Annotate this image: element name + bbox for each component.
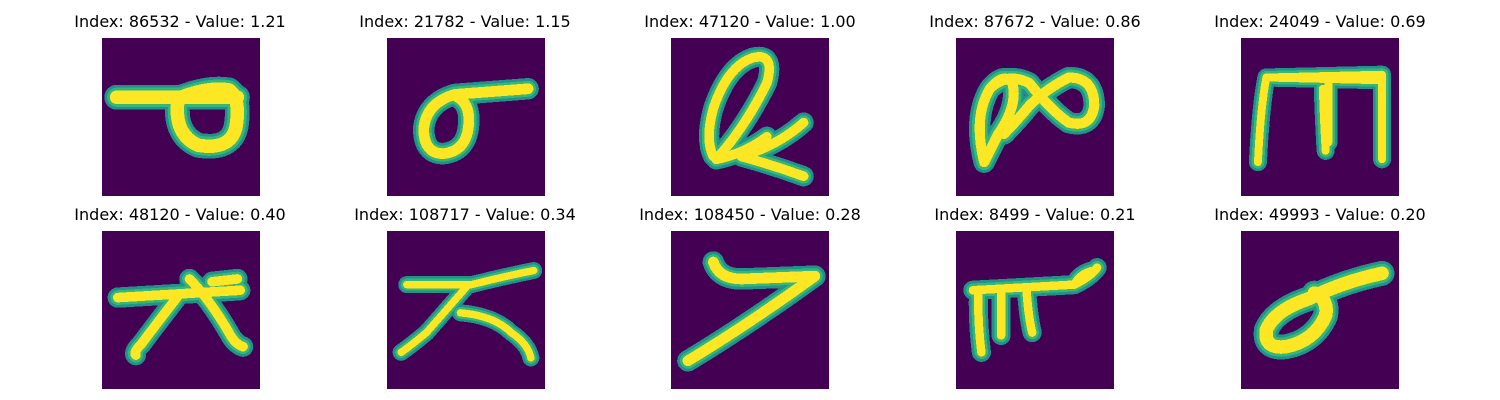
panel-1: Index: 86532 - Value: 1.21 [30,12,330,196]
panel-9: Index: 8499 - Value: 0.21 [885,205,1185,389]
panel-10: Index: 49993 - Value: 0.20 [1170,205,1470,389]
panel-5: Index: 24049 - Value: 0.69 [1170,12,1470,196]
panel-title: Index: 108450 - Value: 0.28 [639,205,861,224]
panel-title: Index: 21782 - Value: 1.15 [359,12,571,31]
panel-title: Index: 49993 - Value: 0.20 [1214,205,1426,224]
glyph-image [956,38,1114,196]
panel-8: Index: 108450 - Value: 0.28 [600,205,900,389]
glyph-image [671,231,829,389]
glyph-image [387,231,545,389]
glyph-image [1241,231,1399,389]
panel-title: Index: 87672 - Value: 0.86 [929,12,1141,31]
panel-title: Index: 47120 - Value: 1.00 [644,12,856,31]
panel-2: Index: 21782 - Value: 1.15 [315,12,615,196]
panel-4: Index: 87672 - Value: 0.86 [885,12,1185,196]
panel-title: Index: 48120 - Value: 0.40 [74,205,286,224]
panel-3: Index: 47120 - Value: 1.00 [600,12,900,196]
glyph-image [387,38,545,196]
glyph-image [102,231,260,389]
panel-7: Index: 108717 - Value: 0.34 [315,205,615,389]
glyph-image [956,231,1114,389]
panel-title: Index: 108717 - Value: 0.34 [354,205,576,224]
panel-6: Index: 48120 - Value: 0.40 [30,205,330,389]
glyph-image [671,38,829,196]
panel-title: Index: 8499 - Value: 0.21 [934,205,1136,224]
panel-title: Index: 24049 - Value: 0.69 [1214,12,1426,31]
panel-title: Index: 86532 - Value: 1.21 [74,12,286,31]
glyph-image [102,38,260,196]
glyph-image [1241,38,1399,196]
